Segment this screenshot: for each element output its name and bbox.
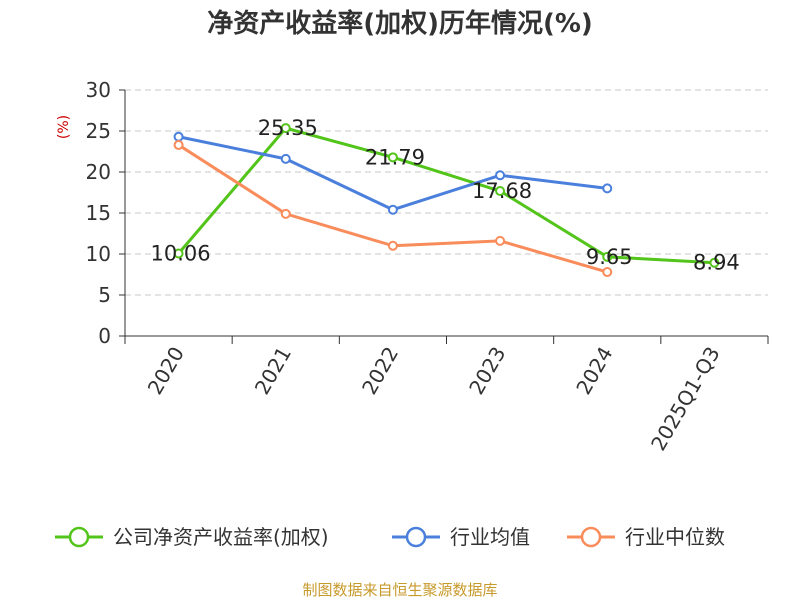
data-labels: 10.06 25.35 21.79 17.68 9.65 8.94 [151, 116, 740, 275]
y-tick-label-15: 15 [86, 201, 111, 225]
legend-label-1: 行业均值 [450, 525, 530, 549]
axes [119, 89, 769, 344]
legend-label-0: 公司净资产收益率(加权) [113, 525, 329, 549]
data-label-2: 21.79 [365, 145, 425, 169]
series-2-point-3 [495, 235, 506, 246]
series-0-point-1 [280, 123, 291, 134]
series-0-point-5 [709, 257, 720, 268]
series-0-point-3 [495, 186, 506, 197]
x-tick-label-2021: 2021 [250, 343, 296, 399]
series-1-point-0 [173, 131, 184, 142]
x-tick-label-2025Q1-Q3: 2025Q1-Q3 [646, 343, 725, 455]
series-2-point-2 [387, 240, 398, 251]
y-tick-label-5: 5 [98, 283, 111, 307]
legend-swatch-marker-2 [580, 526, 602, 548]
x-tick-label-2020: 2020 [143, 343, 189, 399]
series-2-point-4 [602, 267, 613, 278]
data-label-3: 17.68 [472, 179, 532, 203]
series-1-point-1 [280, 153, 291, 164]
series-0-point-0 [173, 248, 184, 259]
data-label-1: 25.35 [258, 116, 318, 140]
legend-swatch-marker-0 [68, 526, 90, 548]
series-layer [173, 123, 720, 278]
legend-swatch-marker-1 [405, 526, 427, 548]
y-tick-label-25: 25 [86, 119, 111, 143]
series-0-point-2 [387, 152, 398, 163]
series-1-point-4 [602, 183, 613, 194]
y-tick-labels: 0 5 10 15 20 25 30 [86, 78, 111, 348]
series-line-0 [177, 126, 715, 265]
y-tick-label-10: 10 [86, 242, 111, 266]
x-tick-label-2023: 2023 [464, 343, 510, 399]
series-2-point-1 [280, 208, 291, 219]
y-tick-label-20: 20 [86, 160, 111, 184]
x-tick-label-2024: 2024 [571, 343, 617, 399]
series-1-point-3 [495, 170, 506, 181]
series-2-point-0 [173, 139, 184, 150]
legend-label-2: 行业中位数 [625, 525, 725, 549]
x-tick-labels: 2020 2021 2022 2023 2024 2025Q1-Q3 [143, 343, 725, 455]
data-label-5: 8.94 [693, 251, 740, 275]
x-tick-label-2022: 2022 [357, 343, 403, 399]
source-note: 制图数据来自恒生聚源数据库 [302, 581, 497, 599]
y-tick-label-30: 30 [86, 78, 111, 102]
data-label-0: 10.06 [151, 242, 211, 266]
y-axis-unit-label: (%) [56, 115, 72, 139]
data-label-4: 9.65 [586, 245, 633, 269]
legend: 公司净资产收益率(加权) 行业均值 行业中位数 [55, 525, 725, 549]
series-0-point-4 [602, 251, 613, 262]
series-1-point-2 [387, 204, 398, 215]
gridlines [125, 89, 768, 296]
chart-title: 净资产收益率(加权)历年情况(%) [207, 8, 593, 39]
y-tick-label-0: 0 [98, 324, 111, 348]
